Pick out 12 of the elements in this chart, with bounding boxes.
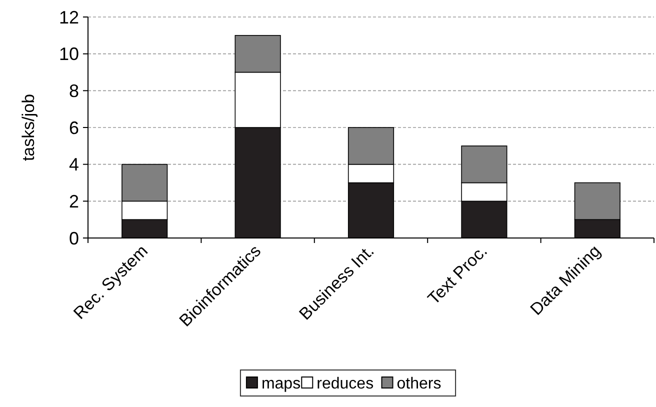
y-tick-label: 4 — [68, 154, 79, 175]
y-tick-label: 2 — [68, 191, 79, 212]
legend-label: maps — [261, 376, 301, 393]
y-axis-title: tasks/job — [19, 94, 38, 162]
y-tick-label: 8 — [68, 80, 79, 101]
y-tick-label: 10 — [58, 44, 79, 64]
y-tick-label: 6 — [68, 118, 79, 138]
x-tick-label: Text Proc. — [424, 241, 492, 308]
y-tick-label: 12 — [58, 7, 79, 28]
legend-label: others — [396, 376, 442, 393]
legend-label: reduces — [316, 376, 374, 393]
y-tick-label: 0 — [68, 228, 79, 248]
